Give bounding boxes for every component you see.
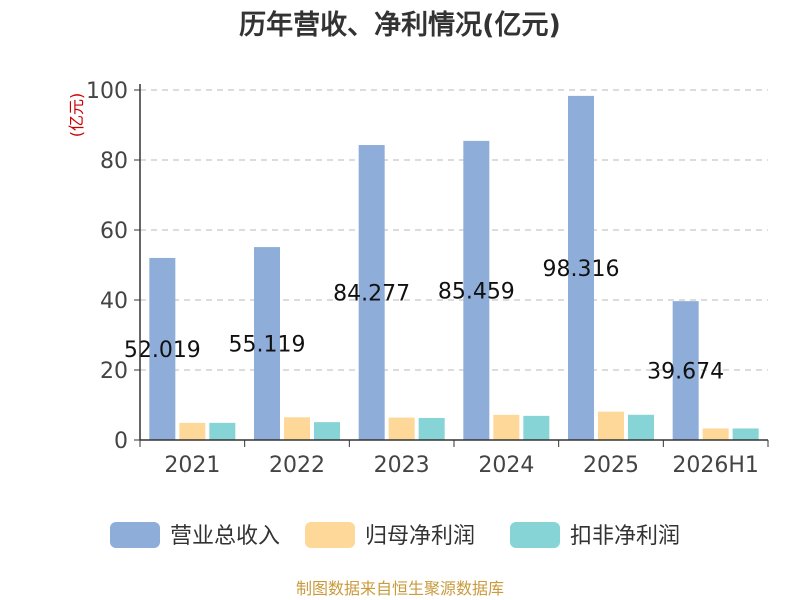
bar-series-2 [388,417,415,440]
chart-title: 历年营收、净利情况(亿元) [239,9,561,41]
x-tick-label: 2023 [374,453,430,478]
x-tick-label: 2024 [478,453,534,478]
bar-series-1 [254,247,280,440]
legend-swatch [510,522,560,548]
bar-value-label: 85.459 [438,279,515,304]
bars [149,95,759,441]
bar-series-2 [284,417,310,440]
bar-series-3 [523,415,550,440]
bar-series-1 [358,145,385,440]
bar-series-1 [672,301,699,440]
bar-series-3 [732,428,759,440]
bar-series-1 [463,140,490,440]
bar-series-2 [493,414,520,440]
data-labels: 52.019 55.119 84.277 85.459 98.316 39.674 [124,257,724,385]
bar-series-2 [598,411,624,440]
legend-swatch [110,522,160,548]
bar-series-1 [149,257,176,440]
source-note: 制图数据来自恒生聚源数据库 [296,579,504,598]
bar-value-label: 39.674 [647,360,724,385]
y-axis-ticks: 0 20 40 60 80 100 [86,79,128,454]
gridlines [140,89,768,371]
bar-value-label: 52.019 [124,338,201,363]
bar-series-3 [628,414,654,440]
x-axis-ticks: 2021 2022 2023 2024 2025 2026H1 [164,453,759,478]
x-tick-label: 2022 [269,453,325,478]
bar-value-label: 98.316 [543,257,620,282]
legend: 营业总收入 归母净利润 扣非净利润 [110,522,680,549]
bar-series-3 [209,422,236,440]
y-tick-label: 60 [100,219,128,244]
bar-series-1 [568,95,594,441]
bar-series-2 [702,428,729,440]
legend-label: 归母净利润 [365,524,475,549]
y-tick-label: 40 [100,289,128,314]
y-tick-label: 0 [114,429,128,454]
legend-label: 营业总收入 [170,524,280,549]
bar-series-3 [418,417,445,440]
legend-label: 扣非净利润 [570,524,680,549]
bar-value-label: 84.277 [333,282,410,307]
x-tick-label: 2021 [164,453,220,478]
y-axis-label: (亿元) [67,93,86,138]
bar-series-3 [314,422,340,440]
legend-swatch [305,522,355,548]
y-tick-label: 80 [100,149,128,174]
y-tick-label: 20 [100,359,128,384]
y-tick-label: 100 [86,79,128,104]
bar-series-2 [179,422,206,440]
x-tick-label: 2026H1 [672,453,759,478]
axes [134,84,769,447]
bar-value-label: 55.119 [229,333,306,358]
x-tick-label: 2025 [583,453,639,478]
